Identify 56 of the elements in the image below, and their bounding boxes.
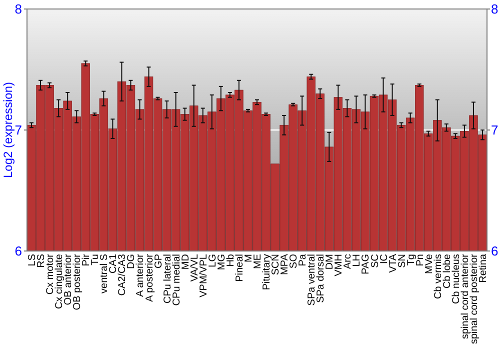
y-tick-label: 6 bbox=[14, 244, 22, 259]
x-tick-label: VA/VL bbox=[189, 254, 200, 282]
x-tick-label: Arc bbox=[342, 254, 354, 269]
y2-tick-label: 6 bbox=[491, 244, 498, 259]
x-tick-label: SC bbox=[370, 254, 381, 268]
x-tick-label: M bbox=[243, 254, 254, 262]
x-tick-label: SPa dorsal bbox=[316, 254, 327, 303]
x-tick-label: spinal cord anterior bbox=[460, 253, 471, 340]
y2-tick-label: 7 bbox=[491, 122, 498, 138]
x-tick-label: LG bbox=[207, 254, 218, 268]
x-tick-label: A anterior bbox=[135, 253, 146, 297]
y-axis-title: Log2 (expression) bbox=[1, 82, 15, 178]
x-tick-label: Pa bbox=[298, 254, 309, 266]
x-tick-label: CA1 bbox=[108, 254, 120, 274]
x-tick-label: Hb bbox=[225, 254, 236, 267]
x-tick-label: IC bbox=[378, 254, 390, 264]
x-tick-label: CPu lateral bbox=[162, 254, 174, 304]
x-tick-label: CPu medial bbox=[171, 254, 182, 306]
x-tick-label: MD bbox=[180, 254, 192, 270]
x-tick-label: spinal cord posterior bbox=[468, 253, 480, 344]
x-tick-label: ventral S bbox=[99, 254, 110, 294]
x-tick-label: Tg bbox=[406, 254, 417, 266]
x-tick-label: Cx cingulate bbox=[54, 254, 66, 310]
x-tick-label: Cb vermis bbox=[432, 254, 444, 300]
x-tick-label: Pineal bbox=[234, 254, 246, 282]
x-tick-label: Pn bbox=[414, 254, 426, 266]
y-tick-label: 8 bbox=[14, 2, 22, 17]
x-tick-label: GP bbox=[153, 254, 164, 268]
y-tick-label: 7 bbox=[14, 122, 22, 138]
x-tick-label: Retina bbox=[478, 254, 489, 283]
x-tick-label: Pir bbox=[81, 253, 92, 266]
x-tick-label: LH bbox=[352, 254, 363, 267]
x-tick-label: SCN bbox=[270, 254, 282, 276]
x-tick-label: ME bbox=[252, 254, 264, 269]
x-tick-label: Pituitary bbox=[262, 254, 273, 290]
x-tick-label: DG bbox=[126, 254, 138, 269]
x-tick-label: LS bbox=[27, 254, 38, 266]
x-tick-label: VTA bbox=[388, 254, 399, 273]
x-tick-label: OB posterior bbox=[72, 253, 84, 310]
x-tick-label: VMH bbox=[334, 254, 345, 276]
x-tick-label: CA2/CA3 bbox=[117, 254, 128, 296]
x-tick-label: DM bbox=[324, 254, 336, 270]
x-tick-label: Tu bbox=[90, 254, 102, 266]
x-tick-label: Cb lobe bbox=[442, 254, 453, 288]
x-tick-label: VPM/VPL bbox=[198, 254, 210, 298]
x-tick-label: MVe bbox=[424, 254, 435, 274]
x-tick-label: SO bbox=[288, 254, 300, 268]
x-tick-label: MG bbox=[216, 254, 228, 270]
x-tick-label: OB anterior bbox=[63, 253, 74, 306]
x-tick-label: A posterior bbox=[144, 253, 156, 302]
x-tick-label: MPA bbox=[280, 254, 291, 275]
x-tick-label: SN bbox=[396, 254, 408, 268]
x-tick-label: Cb nucleus bbox=[450, 254, 462, 304]
x-tick-label: RS bbox=[36, 254, 48, 268]
y2-tick-label: 8 bbox=[491, 2, 498, 17]
x-tick-label: PAG bbox=[360, 254, 372, 274]
